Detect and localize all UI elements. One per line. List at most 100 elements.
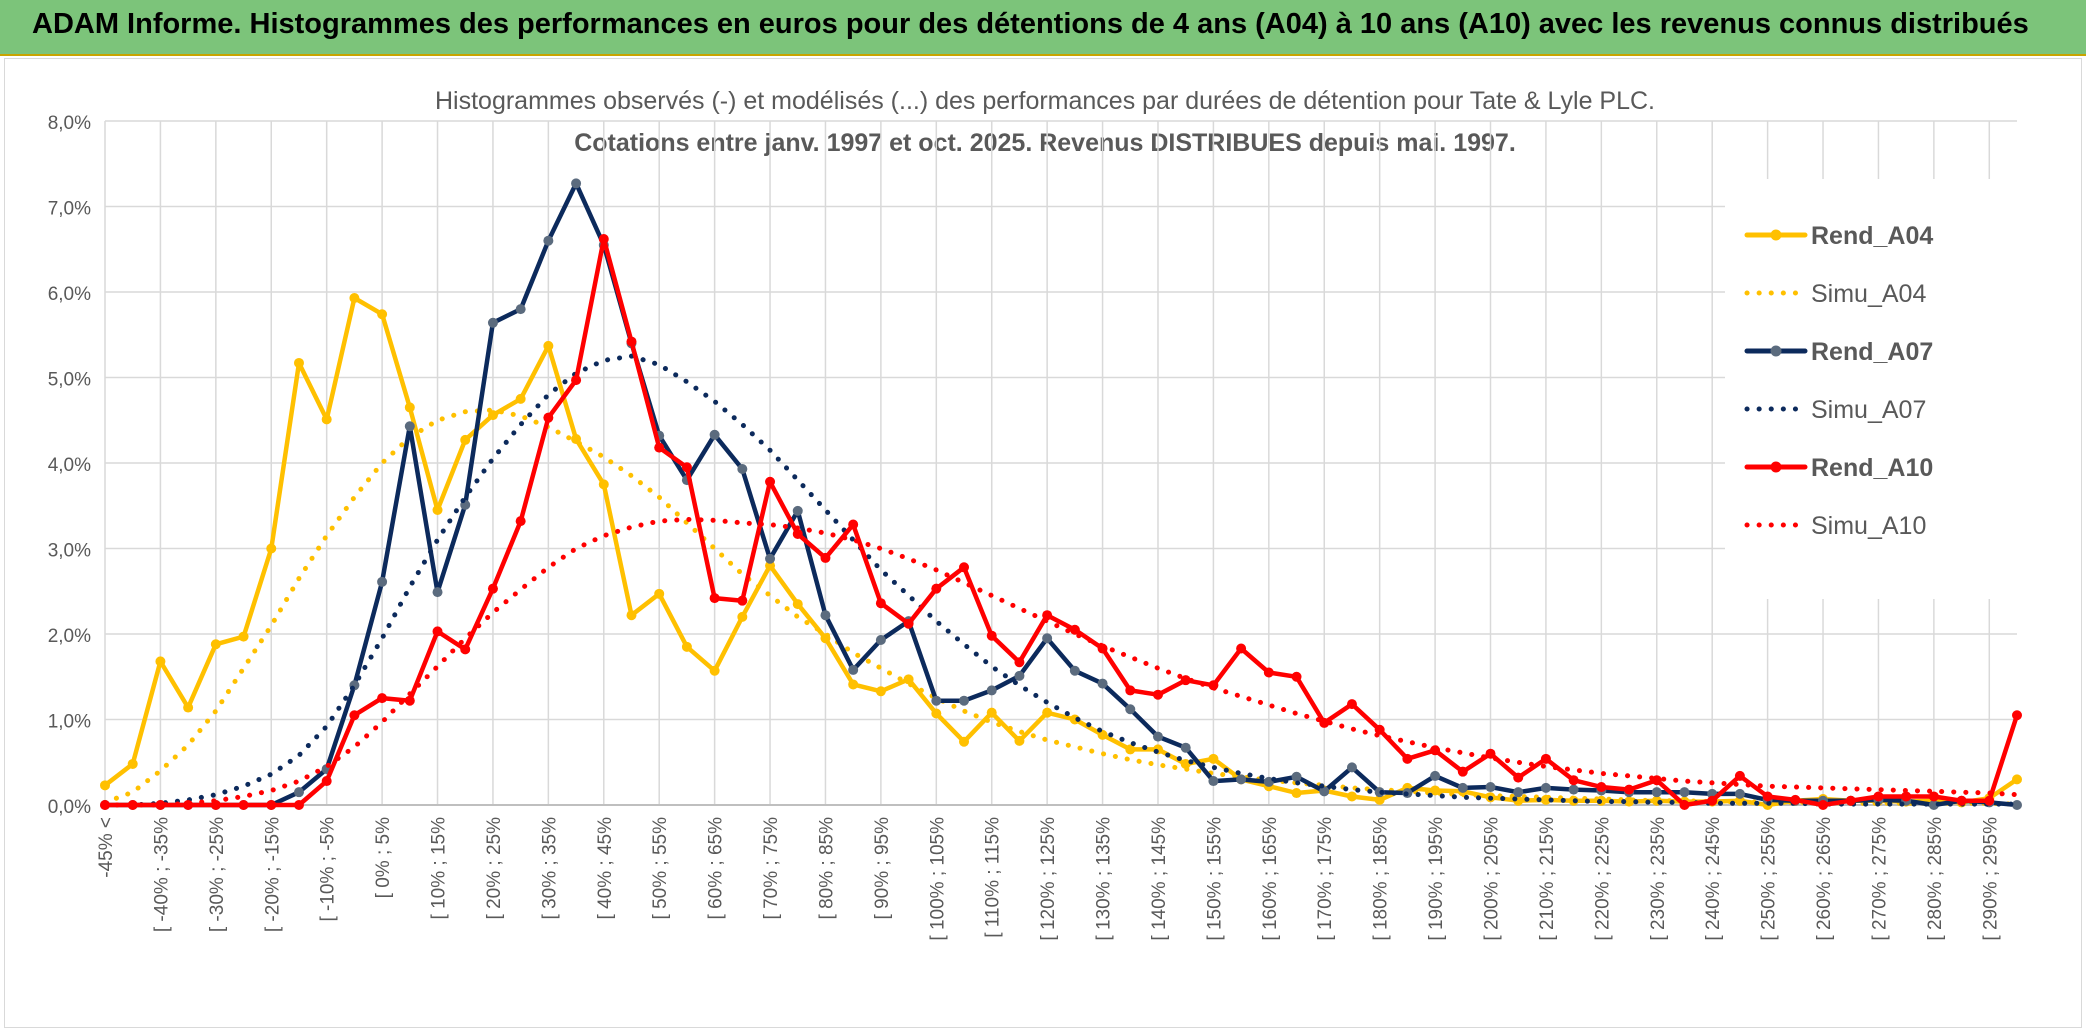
series-lines	[100, 178, 2022, 810]
data-point	[1402, 753, 1413, 764]
data-point	[959, 736, 970, 747]
x-tick-label: [ 270% ; 275%	[1869, 817, 1890, 941]
data-point	[266, 543, 277, 554]
data-point	[1568, 784, 1579, 795]
x-tick-label: [ 210% ; 215%	[1537, 817, 1558, 941]
data-point	[321, 414, 332, 425]
data-point	[737, 611, 748, 622]
legend-background	[1725, 179, 2025, 599]
x-tick-label: [ 50% ; 55%	[650, 817, 671, 920]
data-point	[931, 695, 942, 706]
data-point	[1568, 775, 1579, 786]
y-tick-label: 5,0%	[48, 370, 91, 391]
data-point	[1346, 699, 1357, 710]
report-title: ADAM Informe. Histogrammes des performan…	[32, 8, 2029, 40]
x-tick-label: [ 0% ; 5%	[373, 817, 394, 898]
data-point	[1263, 667, 1274, 678]
data-point	[931, 583, 942, 594]
x-tick-label: [ 150% ; 155%	[1204, 817, 1225, 941]
data-point	[986, 707, 997, 718]
data-point	[1485, 748, 1496, 759]
data-point	[1125, 704, 1136, 715]
data-point	[155, 800, 166, 810]
x-tick-label: [ 120% ; 125%	[1038, 817, 1059, 941]
legend-label: Rend_A07	[1811, 338, 1933, 366]
data-point	[571, 178, 582, 189]
data-point	[1180, 742, 1191, 753]
data-point	[460, 434, 471, 445]
legend-marker	[1770, 461, 1782, 473]
data-point	[377, 576, 388, 587]
y-tick-label: 7,0%	[48, 199, 91, 220]
data-point	[1901, 791, 1912, 802]
x-tick-label: [ -30% ; -25%	[207, 817, 228, 932]
data-point	[543, 235, 554, 246]
legend-label: Rend_A04	[1811, 222, 1933, 250]
data-point	[848, 664, 859, 675]
data-point	[1014, 735, 1025, 746]
data-point	[1457, 766, 1468, 777]
x-tick-label: [ 190% ; 195%	[1426, 817, 1447, 941]
x-tick-label: [ 70% ; 75%	[761, 817, 782, 920]
x-tick-label: [ 10% ; 15%	[429, 817, 450, 920]
y-tick-label: 6,0%	[48, 284, 91, 305]
report-banner: ADAM Informe. Histogrammes des performan…	[0, 0, 2086, 56]
legend-label: Rend_A10	[1811, 454, 1933, 482]
data-point	[765, 553, 776, 564]
data-point	[654, 588, 665, 599]
data-point	[1651, 787, 1662, 798]
data-point	[2012, 774, 2022, 785]
data-point	[1845, 795, 1856, 806]
data-point	[1540, 753, 1551, 764]
data-point	[432, 505, 443, 516]
data-point	[986, 685, 997, 696]
data-point	[1679, 787, 1690, 798]
data-point	[1734, 788, 1745, 799]
x-tick-label: [ 200% ; 205%	[1482, 817, 1503, 941]
y-tick-label: 1,0%	[48, 712, 91, 733]
data-point	[543, 340, 554, 351]
data-point	[1346, 791, 1357, 802]
data-point	[820, 610, 831, 621]
data-point	[959, 562, 970, 573]
data-point	[1790, 794, 1801, 805]
data-point	[266, 800, 277, 810]
data-point	[1513, 772, 1524, 783]
legend-marker	[1770, 229, 1782, 241]
data-point	[2012, 710, 2022, 721]
data-point	[1430, 770, 1441, 781]
chart-subtitle: Cotations entre janv. 1997 et oct. 2025.…	[574, 129, 1516, 157]
data-point	[959, 695, 970, 706]
data-point	[1069, 665, 1080, 676]
data-point	[460, 644, 471, 655]
data-point	[1928, 791, 1939, 802]
data-point	[127, 800, 138, 810]
data-point	[1152, 731, 1163, 742]
data-point	[986, 630, 997, 641]
data-point	[1069, 624, 1080, 635]
data-point	[487, 317, 498, 328]
x-tick-label: [ 260% ; 265%	[1814, 817, 1835, 941]
x-tick-label: [ 170% ; 175%	[1315, 817, 1336, 941]
data-point	[377, 309, 388, 320]
data-point	[515, 393, 526, 404]
y-tick-label: 3,0%	[48, 541, 91, 562]
data-point	[1152, 689, 1163, 700]
data-point	[1180, 758, 1191, 769]
data-point	[1236, 643, 1247, 654]
data-point	[487, 583, 498, 594]
x-tick-label: [ 130% ; 135%	[1094, 817, 1115, 941]
data-point	[681, 462, 692, 473]
data-point	[848, 679, 859, 690]
x-tick-label: [ 250% ; 255%	[1759, 817, 1780, 941]
data-point	[598, 479, 609, 490]
data-point	[238, 800, 249, 810]
x-tick-label: [ 280% ; 285%	[1925, 817, 1946, 941]
data-point	[100, 780, 110, 791]
data-point	[1873, 791, 1884, 802]
chart-frame: Histogrammes observés (-) et modélisés (…	[4, 58, 2082, 1028]
data-point	[571, 375, 582, 386]
data-point	[293, 357, 304, 368]
data-point	[1014, 657, 1025, 668]
data-point	[903, 674, 914, 685]
